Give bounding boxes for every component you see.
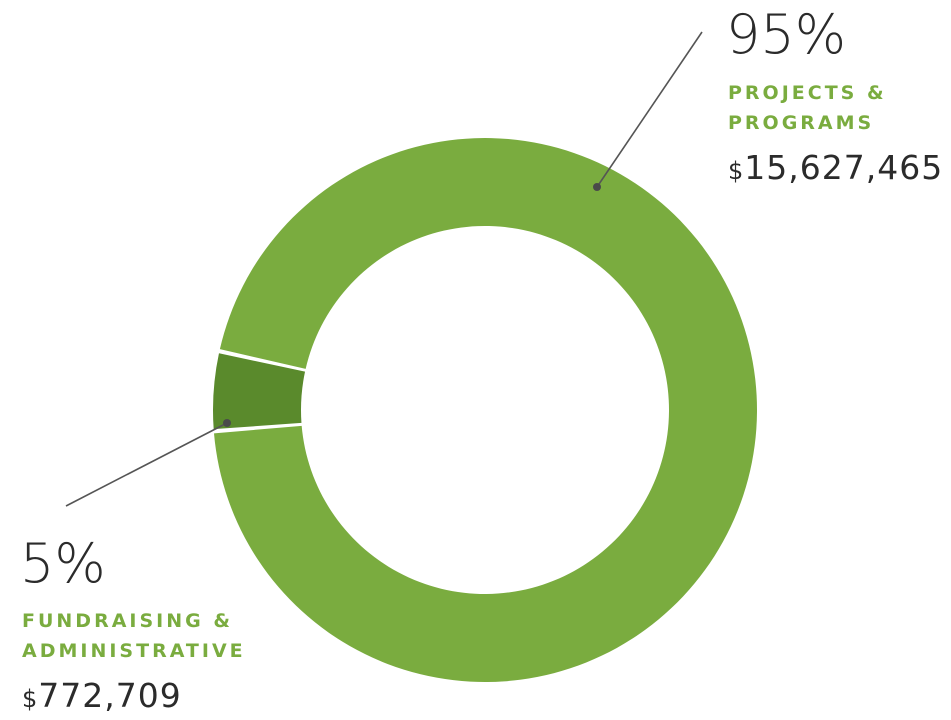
slice-projects-programs <box>214 137 757 682</box>
fundraising-category-label: FUNDRAISING & ADMINISTRATIVE <box>22 606 246 666</box>
currency-symbol: $ <box>728 157 745 185</box>
fundraising-category-label-line-2: ADMINISTRATIVE <box>22 640 246 662</box>
currency-symbol: $ <box>22 685 39 713</box>
leader-line-projects-dot <box>593 183 601 191</box>
fundraising-amount-value: 772,709 <box>38 676 182 715</box>
fundraising-category-label-line-1: FUNDRAISING & <box>22 610 233 632</box>
leader-lines <box>65 31 703 507</box>
donut-slices <box>213 137 757 682</box>
fundraising-percent-label: 5% <box>20 532 106 595</box>
projects-amount-value: 15,627,465 <box>744 148 944 187</box>
projects-category-label-line-2: PROGRAMS <box>728 112 875 134</box>
leader-line-fundraising <box>65 422 228 507</box>
leader-line-fundraising-dot <box>223 419 231 427</box>
projects-category-label: PROJECTS & PROGRAMS <box>728 78 887 138</box>
projects-amount-label: $15,627,465 <box>728 150 943 189</box>
projects-percent-label: 95% <box>726 3 847 66</box>
fundraising-amount-label: $772,709 <box>22 678 182 717</box>
slice-fundraising-administrative <box>213 353 306 430</box>
leader-line-projects <box>596 31 703 188</box>
projects-category-label-line-1: PROJECTS & <box>728 82 887 104</box>
